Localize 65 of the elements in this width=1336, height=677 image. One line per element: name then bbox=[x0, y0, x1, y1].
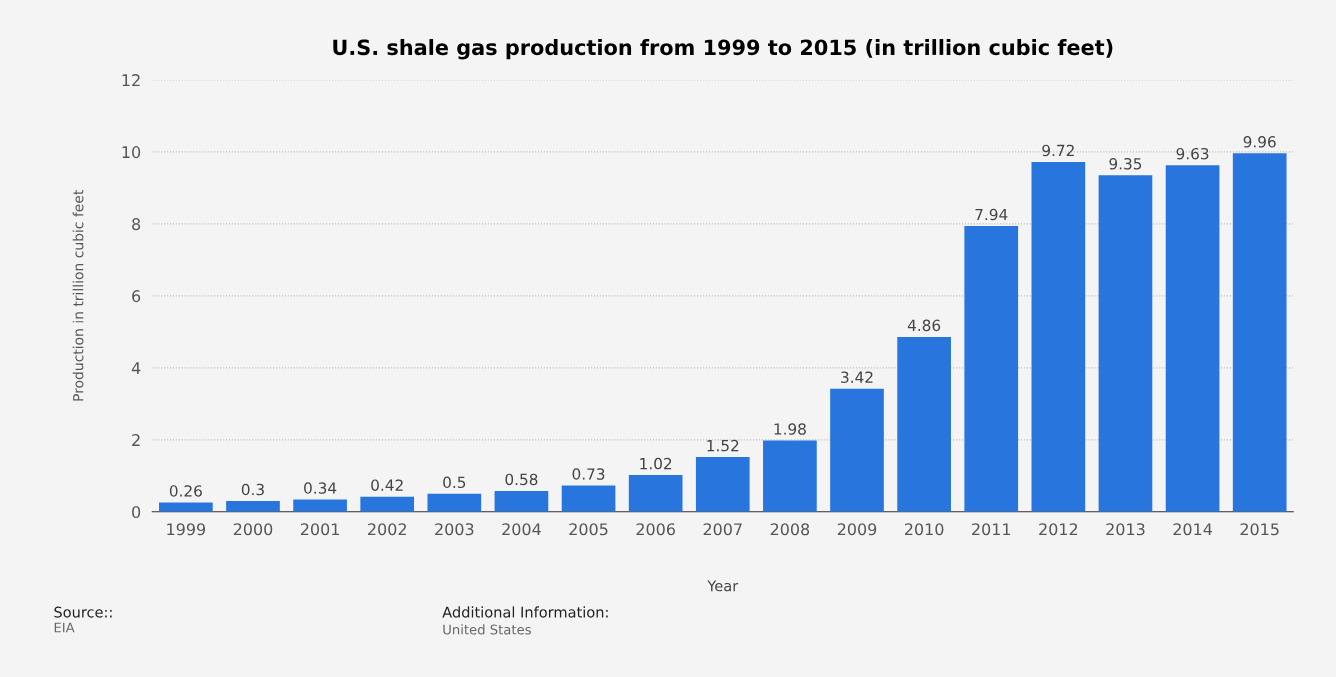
bar bbox=[763, 440, 817, 512]
bar bbox=[1165, 165, 1220, 512]
x-tick-label: 2010 bbox=[904, 523, 944, 536]
data-label: 9.63 bbox=[1176, 147, 1209, 160]
data-label: 0.3 bbox=[241, 483, 264, 496]
y-tick-label: 6 bbox=[132, 290, 141, 303]
data-label: 0.58 bbox=[505, 473, 538, 486]
bar bbox=[360, 496, 415, 512]
data-label: 1.02 bbox=[640, 457, 672, 470]
source-note: Source:: bbox=[54, 606, 112, 618]
y-axis-title: Production in trillion cubic feet bbox=[72, 190, 84, 401]
bar bbox=[628, 475, 683, 512]
bar bbox=[964, 226, 1019, 512]
x-tick-label: 2012 bbox=[1039, 523, 1078, 536]
bar bbox=[561, 485, 616, 512]
bar bbox=[159, 502, 213, 512]
data-label: 9.72 bbox=[1042, 144, 1074, 157]
x-tick-label: 2002 bbox=[368, 523, 406, 536]
bar bbox=[897, 336, 951, 512]
bar bbox=[293, 499, 347, 512]
y-tick-label: 4 bbox=[131, 362, 141, 374]
data-label: 7.94 bbox=[975, 208, 1008, 221]
x-tick-label: 2007 bbox=[703, 523, 742, 536]
data-label: 9.96 bbox=[1243, 136, 1276, 148]
text: EIA bbox=[54, 622, 75, 633]
data-label: 0.26 bbox=[169, 485, 202, 497]
data-label: 3.42 bbox=[841, 371, 873, 383]
data-label: 0.34 bbox=[304, 482, 337, 494]
bar bbox=[830, 388, 884, 512]
text: Additional Information: bbox=[442, 606, 608, 618]
y-tick-label: 8 bbox=[132, 218, 141, 231]
text: United States bbox=[443, 624, 531, 635]
y-tick-label: 2 bbox=[132, 434, 140, 446]
x-tick-label: 2006 bbox=[636, 523, 675, 536]
bar bbox=[695, 457, 750, 512]
bar bbox=[494, 490, 549, 512]
x-tick-label: 2009 bbox=[837, 523, 877, 536]
x-tick-label: 2013 bbox=[1106, 523, 1145, 536]
data-label: 0.5 bbox=[443, 476, 466, 489]
y-tick-label: 12 bbox=[122, 74, 140, 86]
x-tick-label: 1999 bbox=[167, 523, 206, 536]
x-tick-label: 2005 bbox=[569, 523, 608, 536]
data-label: 1.98 bbox=[774, 423, 806, 435]
x-axis-title: Year bbox=[707, 580, 739, 592]
data-label: 1.52 bbox=[707, 439, 739, 452]
x-tick-label: 2000 bbox=[233, 523, 273, 536]
bar bbox=[1031, 161, 1086, 512]
x-tick-label: 2014 bbox=[1173, 523, 1212, 536]
y-tick-label: 0 bbox=[132, 506, 141, 519]
x-tick-label: 2001 bbox=[300, 523, 339, 536]
data-label: 0.73 bbox=[572, 468, 605, 480]
bar bbox=[427, 493, 482, 512]
chart-title: U.S. shale gas production from 1999 to 2015 (in trillion cubic feet) bbox=[333, 39, 1113, 60]
x-tick-label: 2004 bbox=[502, 523, 541, 536]
data-label: 0.42 bbox=[371, 479, 403, 491]
x-tick-label: 2015 bbox=[1240, 523, 1279, 536]
x-tick-label: 2008 bbox=[770, 523, 810, 536]
x-tick-label: 2003 bbox=[435, 523, 474, 536]
bar bbox=[1232, 153, 1287, 512]
data-label: 4.86 bbox=[907, 319, 941, 332]
bar bbox=[226, 501, 280, 512]
y-tick-label: 10 bbox=[122, 146, 141, 159]
bar bbox=[1098, 175, 1153, 512]
data-label: 9.35 bbox=[1109, 157, 1142, 170]
x-tick-label: 2011 bbox=[972, 523, 1011, 536]
